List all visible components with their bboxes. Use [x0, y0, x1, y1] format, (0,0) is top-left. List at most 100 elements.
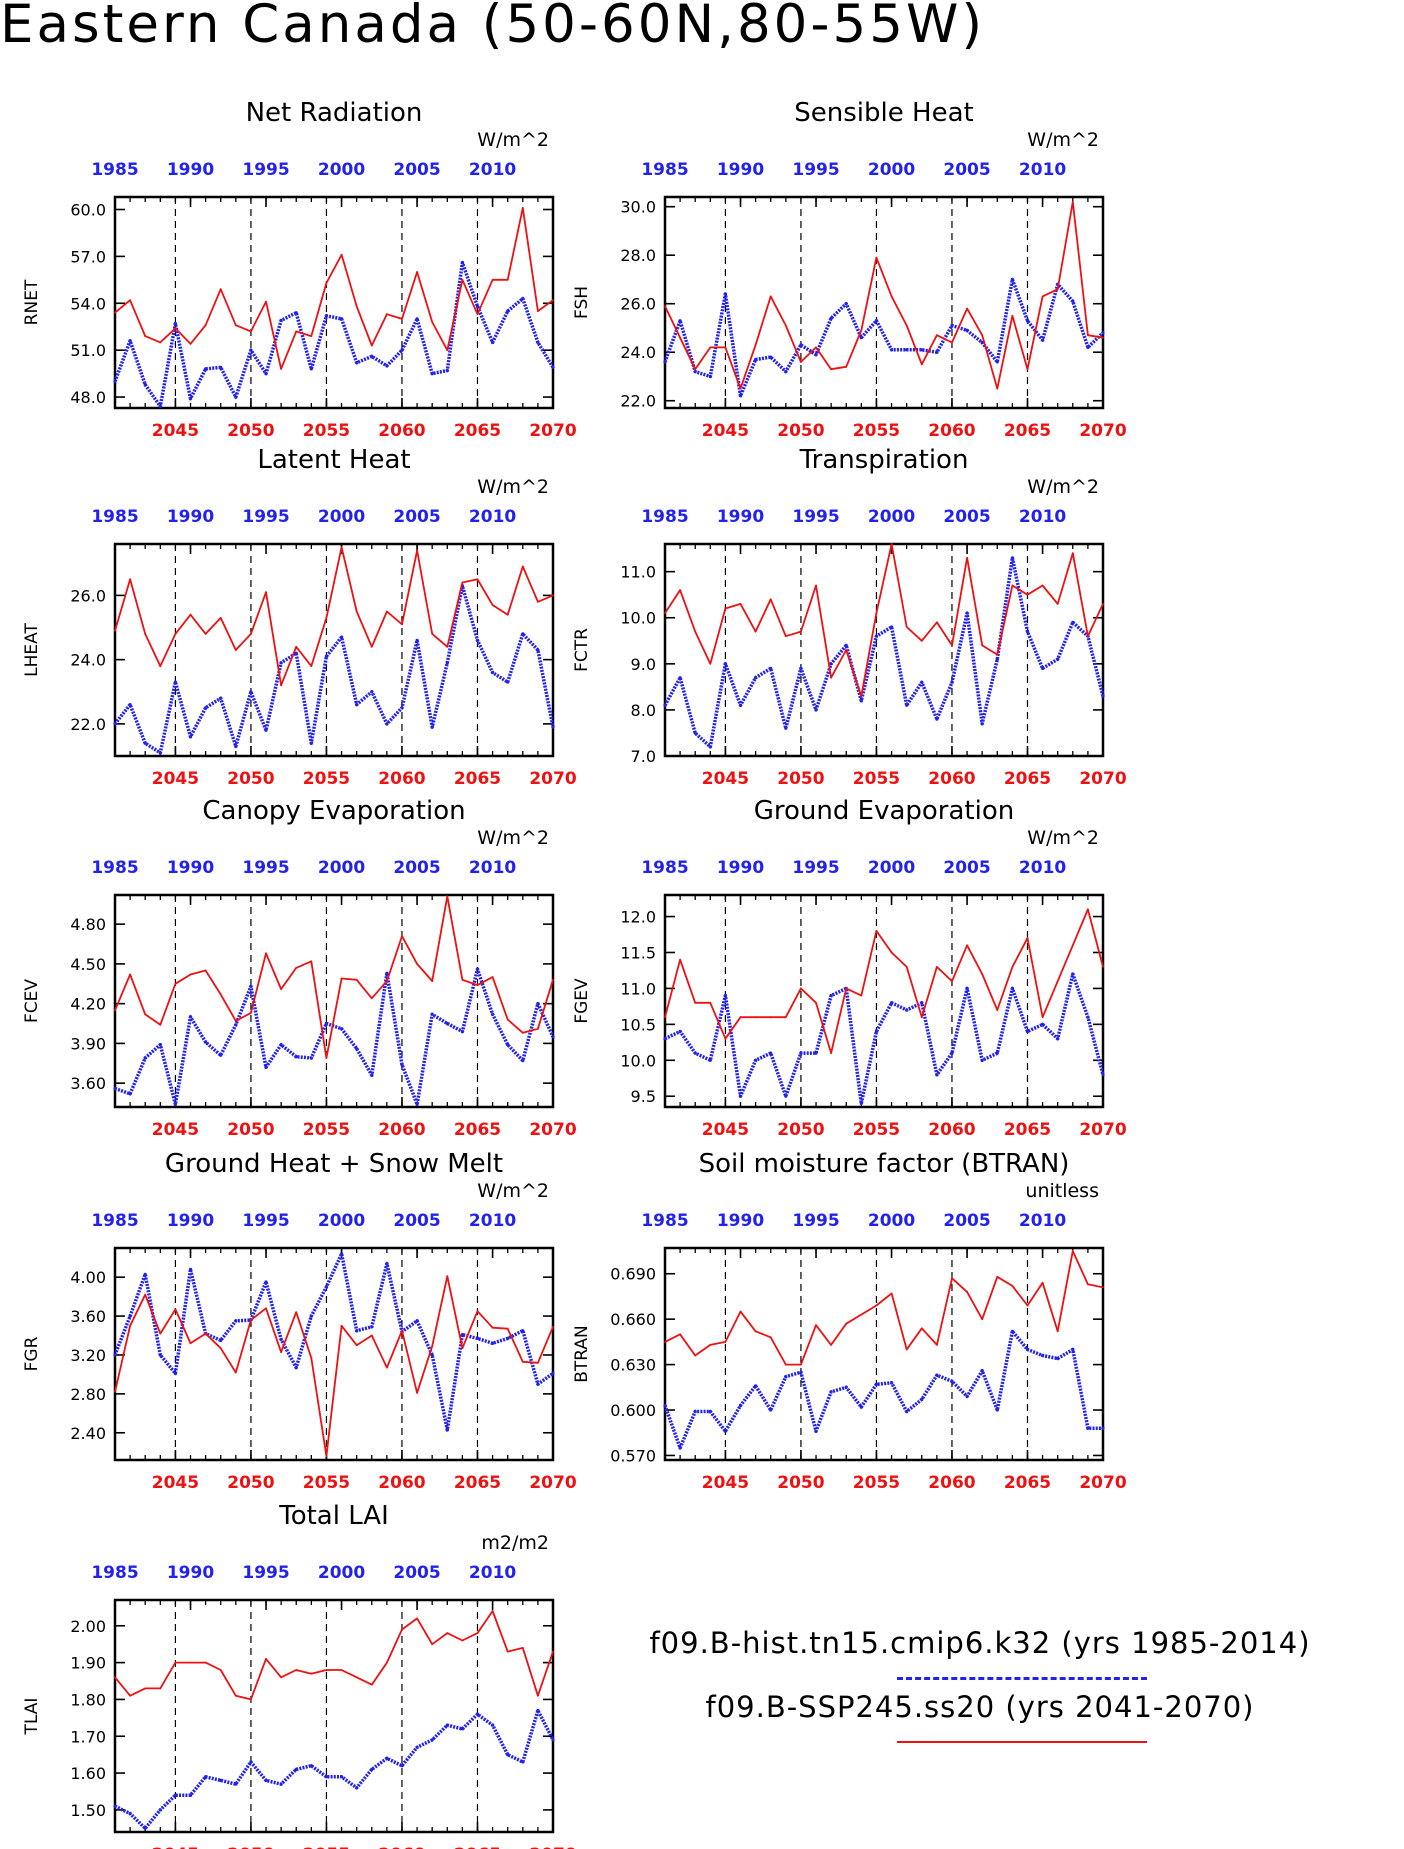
y-tick-label: 1.60 [70, 1764, 106, 1783]
data-point [1056, 1330, 1059, 1333]
data-point [279, 1337, 283, 1341]
data-point [445, 1428, 449, 1432]
data-point [144, 335, 147, 337]
data-point [754, 1016, 757, 1019]
data-point [966, 556, 968, 559]
data-point [324, 1775, 328, 1779]
data-point [678, 1446, 682, 1450]
legend-historical-label: f09.B-hist.tn15.cmip6.k32 (yrs 1985-2014… [649, 1626, 1311, 1660]
x-tick-label-bottom: 2065 [454, 1473, 501, 1493]
x-tick-label-bottom: 2060 [928, 1473, 975, 1493]
plot-frame [113, 893, 555, 1109]
data-point [295, 1311, 298, 1314]
data-point [890, 1292, 893, 1295]
x-tick-label-top: 2005 [393, 1211, 440, 1231]
series-future [664, 908, 1104, 1054]
series-historical [663, 277, 1105, 398]
x-tick-label-top: 1990 [167, 507, 214, 527]
y-tick-label: 54.0 [70, 294, 106, 313]
data-point [1041, 1022, 1045, 1026]
data-point [370, 1073, 374, 1077]
data-point [265, 1658, 267, 1660]
data-point [129, 973, 132, 976]
data-point [294, 651, 298, 655]
data-point [309, 741, 313, 745]
chart-title: Sensible Heat [794, 98, 973, 128]
data-point [1025, 319, 1030, 323]
future-line [664, 200, 1104, 390]
data-point [724, 1341, 727, 1343]
data-point [679, 1333, 681, 1336]
data-point [1011, 584, 1014, 587]
data-point [664, 305, 666, 307]
data-point [536, 1002, 540, 1006]
data-point [694, 1354, 697, 1357]
data-point [784, 1016, 787, 1019]
data-point [814, 1429, 818, 1433]
data-point [204, 1775, 208, 1779]
data-point [174, 1308, 177, 1311]
chart-rnet: Net Radiation W/m^2 2045 2050 2055 2060 2065 20… [22, 98, 577, 441]
y-tick-label: 10.0 [620, 609, 656, 628]
data-point [935, 350, 939, 354]
data-point [264, 1280, 268, 1284]
data-point [920, 363, 923, 366]
data-point [1101, 1073, 1105, 1077]
data-point [355, 1329, 359, 1333]
data-point [385, 364, 389, 368]
data-point [234, 1023, 238, 1027]
data-point [920, 639, 923, 642]
y-tick-label: 3.60 [70, 1307, 106, 1326]
x-tick-label-bottom: 2045 [702, 1473, 749, 1493]
data-point [829, 994, 833, 998]
x-tick-label-bottom: 2070 [1079, 1473, 1126, 1493]
data-point [738, 1403, 743, 1408]
x-tick-label-bottom: 2045 [702, 1120, 749, 1140]
x-tick-label-bottom: 2070 [529, 1845, 576, 1849]
data-point [678, 1029, 682, 1034]
data-point [430, 1738, 434, 1742]
data-point [476, 1632, 479, 1634]
future-line [114, 206, 554, 370]
data-point [754, 344, 757, 346]
data-point [905, 626, 908, 628]
data-point [476, 1310, 479, 1313]
data-point [996, 1009, 999, 1011]
data-point [264, 372, 268, 376]
data-point [416, 963, 418, 965]
data-point [996, 653, 999, 656]
x-tick-label-top: 1990 [167, 858, 214, 878]
data-point [114, 629, 116, 632]
chart-units: W/m^2 [477, 1180, 549, 1202]
data-point [845, 1322, 848, 1325]
x-tick-label-top: 2005 [393, 1563, 440, 1583]
data-point [1056, 603, 1059, 605]
series-historical [113, 1708, 555, 1831]
chart-title: Total LAI [278, 1501, 389, 1531]
x-tick-label-top: 2000 [318, 507, 365, 527]
data-point [401, 623, 403, 626]
data-point [386, 1366, 388, 1369]
data-point [769, 355, 773, 359]
x-tick-label-bottom: 2055 [303, 421, 350, 441]
y-tick-label: 3.90 [70, 1034, 106, 1053]
data-point [385, 722, 389, 726]
data-point [386, 313, 388, 316]
data-point [159, 665, 162, 667]
data-point [996, 1275, 999, 1278]
data-point [189, 613, 192, 616]
plot-frame [663, 195, 1105, 410]
data-point [799, 1051, 803, 1055]
data-point [476, 984, 479, 986]
data-point [800, 1363, 802, 1366]
data-point [874, 319, 879, 323]
chart-lheat: Latent Heat W/m^2 2045 2050 2055 2060 2065 2070… [22, 445, 577, 789]
y-tick-label: 12.0 [620, 908, 656, 927]
data-point [491, 1341, 495, 1345]
data-point [905, 966, 908, 968]
data-point [461, 278, 464, 281]
data-point [129, 299, 132, 302]
data-point [1071, 972, 1075, 976]
y-tick-label: 30.0 [620, 198, 656, 217]
historical-line [663, 277, 1105, 398]
